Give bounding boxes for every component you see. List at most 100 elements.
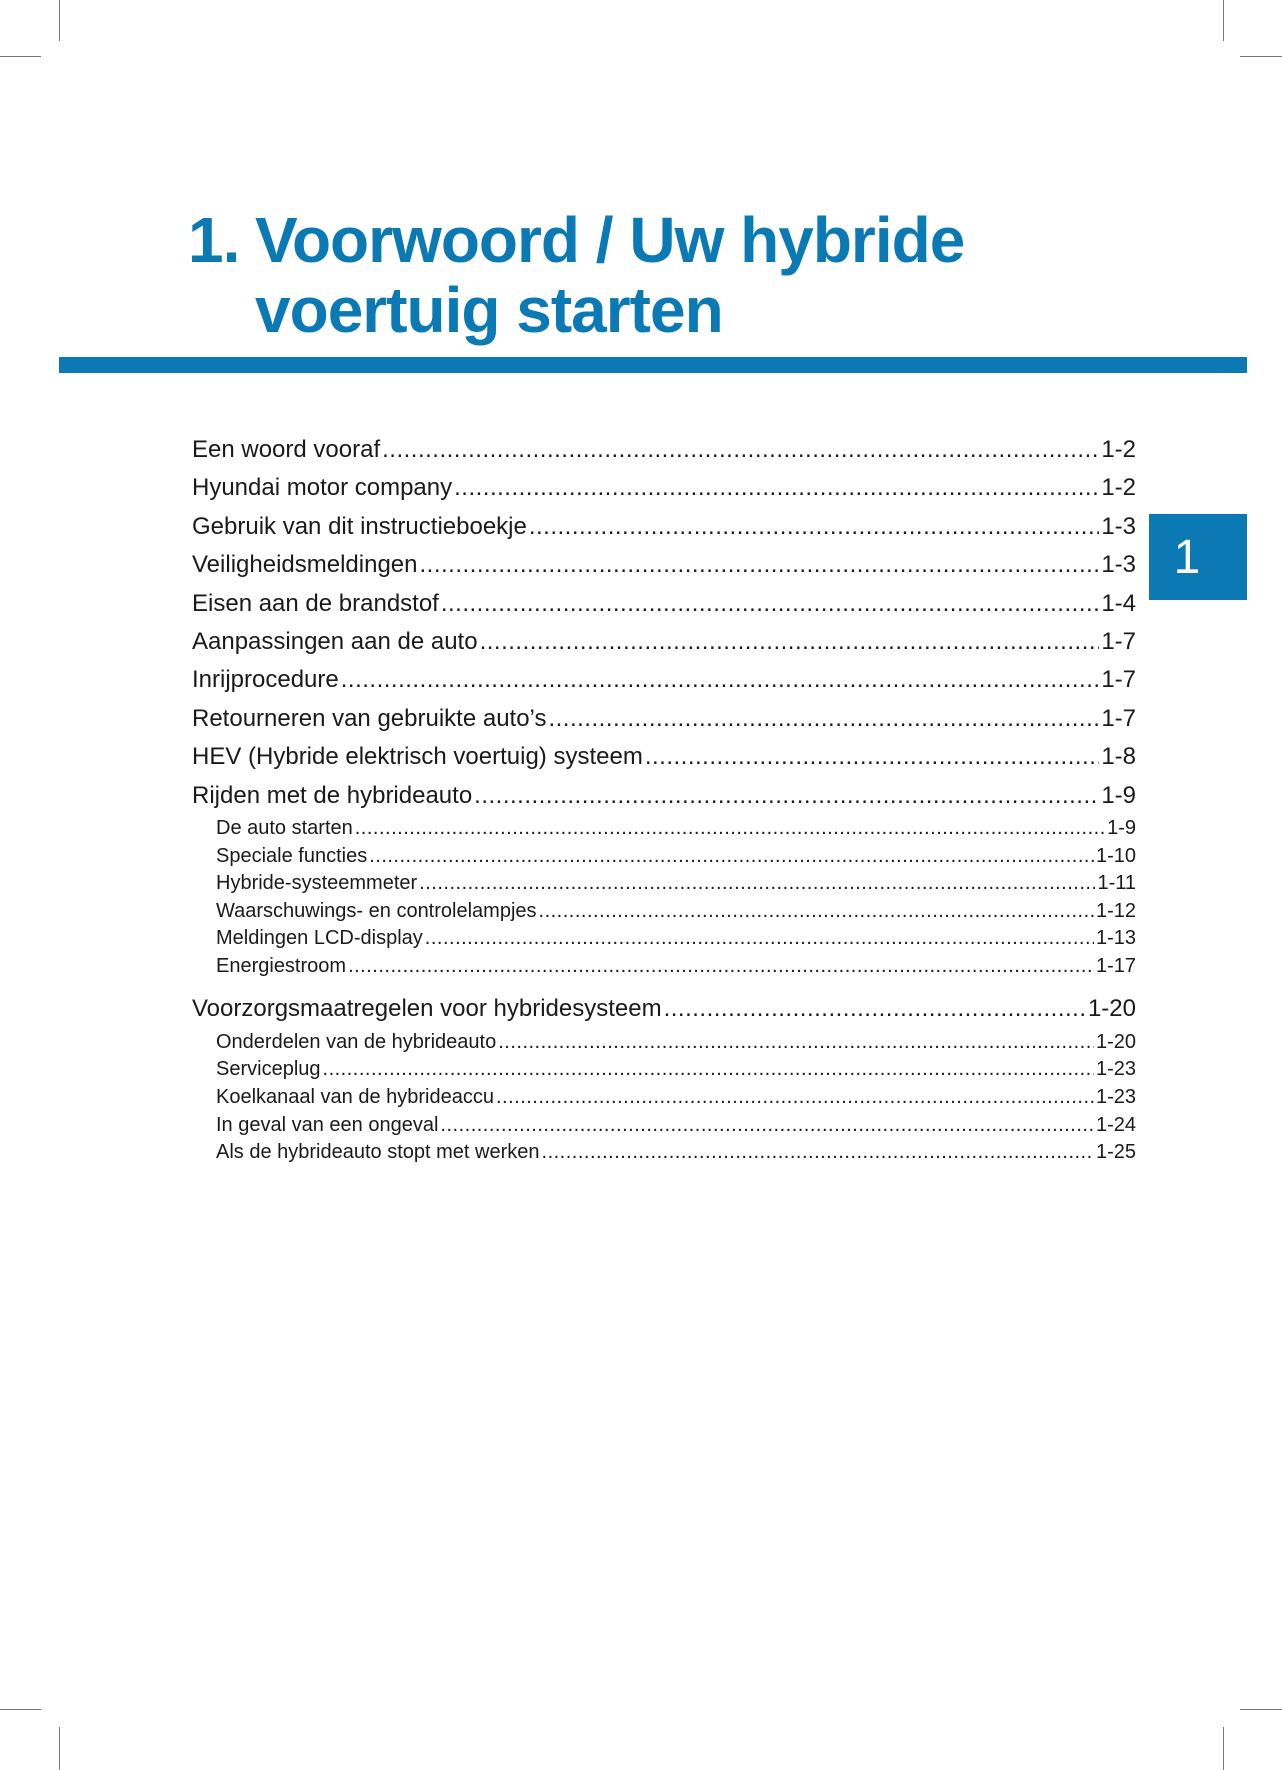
toc-entry-page: 1-7 (1101, 704, 1136, 732)
toc-entry-page: 1-7 (1101, 666, 1136, 694)
toc-entry-label: Eisen aan de brandstof (192, 589, 439, 617)
toc-entry-page: 1-25 (1095, 1141, 1136, 1164)
crop-mark (59, 1727, 60, 1770)
toc-entry-label: Hyundai motor company (192, 474, 453, 502)
toc-entry[interactable]: Een woord vooraf 1-2 (192, 431, 1136, 469)
dot-leader (480, 623, 1100, 661)
toc-entry[interactable]: Koelkanaal van de hybrideaccu 1-23 (192, 1084, 1136, 1112)
toc-entry-page: 1-23 (1095, 1086, 1136, 1109)
toc-entry[interactable]: In geval van een ongeval 1-24 (192, 1112, 1136, 1140)
dot-leader (645, 738, 1100, 776)
toc-entry-page: 1-10 (1095, 844, 1136, 867)
toc-entry-label: Onderdelen van de hybrideauto (216, 1030, 497, 1053)
toc-entry[interactable]: Inrijprocedure 1-7 (192, 661, 1136, 699)
toc-entry[interactable]: Rijden met de hybrideauto 1-9 (192, 777, 1136, 815)
toc-entry-page: 1-2 (1101, 436, 1136, 463)
chapter-tab[interactable]: 1 (1149, 514, 1247, 600)
crop-mark (59, 0, 60, 41)
toc-entry-label: Hybride-systeemmeter (216, 872, 418, 895)
dot-leader (496, 1084, 1094, 1112)
toc-entry-page: 1-20 (1087, 995, 1136, 1023)
toc-entry-page: 1-3 (1101, 512, 1136, 540)
toc-entry[interactable]: Veiligheidsmeldingen 1-3 (192, 546, 1136, 584)
toc-entry-label: Veiligheidsmeldingen (192, 551, 418, 579)
toc-entry-label: Serviceplug (216, 1058, 321, 1081)
dot-leader (382, 431, 1099, 469)
toc-entry-label: Retourneren van gebruikte auto’s (192, 704, 547, 732)
toc-entry-page: 1-20 (1095, 1030, 1136, 1053)
dot-leader (539, 898, 1094, 926)
dot-leader (542, 1139, 1094, 1167)
toc-entry-label: Een woord vooraf (192, 436, 381, 463)
toc-entry-label: Als de hybrideauto stopt met werken (216, 1141, 540, 1164)
toc-entry[interactable]: HEV (Hybride elektrisch voertuig) systee… (192, 738, 1136, 776)
toc-entry-page: 1-12 (1095, 899, 1136, 922)
dot-leader (664, 990, 1086, 1028)
toc-entry-page: 1-4 (1101, 589, 1136, 617)
title-divider (59, 357, 1247, 373)
dot-leader (341, 661, 1100, 699)
toc-entry-page: 1-2 (1101, 474, 1136, 502)
dot-leader (440, 1112, 1094, 1140)
dot-leader (369, 843, 1094, 871)
toc-entry-label: Voorzorgsmaatregelen voor hybridesysteem (192, 995, 662, 1023)
dot-leader (419, 870, 1095, 898)
toc-entry-page: 1-23 (1095, 1058, 1136, 1081)
dot-leader (323, 1056, 1094, 1084)
toc-entry[interactable]: Hybride-systeemmeter 1-11 (192, 870, 1136, 898)
toc-entry-page: 1-9 (1107, 816, 1136, 839)
chapter-number: 1. (188, 204, 240, 276)
toc-entry-label: HEV (Hybride elektrisch voertuig) systee… (192, 743, 643, 771)
toc-entry-label: Meldingen LCD-display (216, 927, 423, 950)
chapter-title-text: Voorwoord / Uw hybride voertuig starten (255, 204, 965, 346)
toc-entry-page: 1-8 (1101, 743, 1136, 771)
toc-entry[interactable]: Retourneren van gebruikte auto’s 1-7 (192, 700, 1136, 738)
toc-entry-page: 1-9 (1101, 781, 1136, 809)
toc-entry[interactable]: Onderdelen van de hybrideauto 1-20 (192, 1029, 1136, 1057)
crop-mark (0, 56, 41, 57)
crop-mark (1240, 1709, 1282, 1710)
dot-leader (425, 925, 1094, 953)
toc-entry-page: 1-13 (1095, 927, 1136, 950)
toc-entry[interactable]: Hyundai motor company 1-2 (192, 469, 1136, 507)
toc-entry-page: 1-17 (1095, 954, 1136, 977)
dot-leader (498, 1029, 1094, 1057)
toc-entry[interactable]: De auto starten 1-9 (192, 815, 1136, 843)
toc-entry[interactable]: Waarschuwings- en controlelampjes 1-12 (192, 898, 1136, 926)
toc-entry-page: 1-7 (1101, 627, 1136, 655)
toc-entry[interactable]: Gebruik van dit instructieboekje 1-3 (192, 508, 1136, 546)
toc-entry-label: Waarschuwings- en controlelampjes (216, 899, 537, 922)
toc-entry[interactable]: Als de hybrideauto stopt met werken 1-25 (192, 1139, 1136, 1167)
toc-entry-page: 1-24 (1095, 1113, 1136, 1136)
toc-entry[interactable]: Energiestroom 1-17 (192, 953, 1136, 981)
toc-entry-label: In geval van een ongeval (216, 1113, 439, 1136)
toc-entry[interactable]: Voorzorgsmaatregelen voor hybridesysteem… (192, 990, 1136, 1028)
dot-leader (355, 815, 1105, 843)
toc-entry[interactable]: Aanpassingen aan de auto 1-7 (192, 623, 1136, 661)
toc-entry[interactable]: Eisen aan de brandstof 1-4 (192, 585, 1136, 623)
toc-entry-page: 1-11 (1097, 872, 1136, 895)
dot-leader (454, 469, 1099, 507)
toc-entry-label: Gebruik van dit instructieboekje (192, 512, 527, 540)
toc-entry-label: Energiestroom (216, 954, 347, 977)
toc-entry-label: Aanpassingen aan de auto (192, 627, 478, 655)
toc-entry-label: Inrijprocedure (192, 666, 339, 694)
toc-entry-label: Speciale functies (216, 844, 368, 867)
dot-leader (348, 953, 1094, 981)
crop-mark (0, 1709, 41, 1710)
dot-leader (474, 777, 1099, 815)
crop-mark (1240, 56, 1282, 57)
crop-mark (1223, 1727, 1224, 1770)
toc-entry-label: De auto starten (216, 816, 353, 839)
dot-leader (548, 700, 1099, 738)
dot-leader (420, 546, 1100, 584)
toc-entry-label: Rijden met de hybrideauto (192, 781, 473, 809)
toc-entry[interactable]: Meldingen LCD-display 1-13 (192, 925, 1136, 953)
toc-entry[interactable]: Serviceplug 1-23 (192, 1056, 1136, 1084)
dot-leader (529, 508, 1099, 546)
crop-mark (1223, 0, 1224, 41)
toc-entry[interactable]: Speciale functies 1-10 (192, 843, 1136, 871)
toc-entry-label: Koelkanaal van de hybrideaccu (216, 1086, 494, 1109)
toc-entry-page: 1-3 (1101, 551, 1136, 579)
